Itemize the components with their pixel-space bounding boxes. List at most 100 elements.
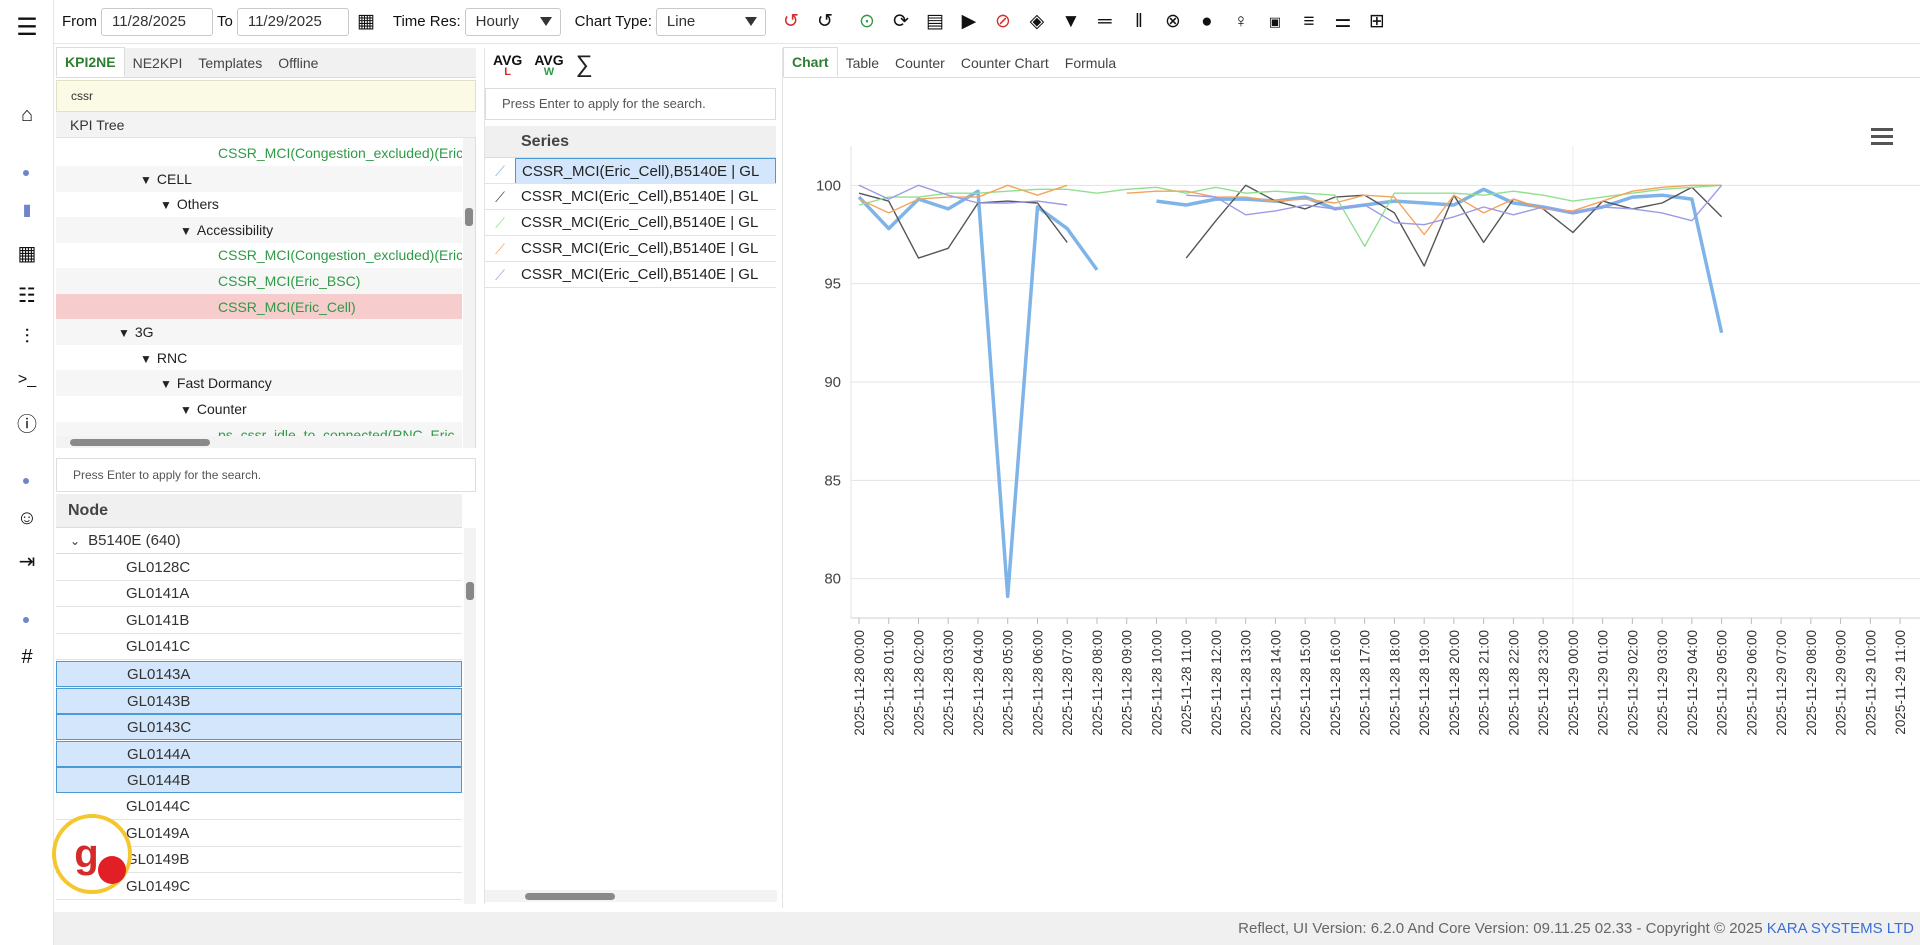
line-chart[interactable]: 80 85 90 95 100 2025-11-28 00:00 2025-11-28 01… <box>783 78 1920 908</box>
node-row[interactable]: GL0149B <box>56 847 462 874</box>
history-icon[interactable]: ↺ <box>816 11 833 32</box>
chart-type-select[interactable]: Line <box>655 7 766 36</box>
tree-scroll-thumb[interactable] <box>465 208 473 226</box>
sum-button[interactable]: ∑ <box>575 51 593 78</box>
align-icon[interactable]: ≡ <box>1303 10 1315 32</box>
kpi-search-input[interactable]: cssr <box>56 80 476 112</box>
tab-offline[interactable]: Offline <box>278 55 319 71</box>
series-line-5[interactable] <box>858 184 1723 226</box>
map-icon[interactable]: ▦ <box>17 242 37 265</box>
to-date-input[interactable]: 11/29/2025 <box>236 7 349 36</box>
tab-kpi2ne[interactable]: KPI2NE <box>56 47 125 77</box>
series-search-input[interactable]: Press Enter to apply for the search. <box>485 88 776 120</box>
tree-item[interactable]: CSSR_MCI(Congestion_excluded)(Eric <box>56 242 462 268</box>
node-row[interactable]: GL0149A <box>56 821 462 847</box>
tree-structure-icon[interactable]: ⊞ <box>1368 11 1385 32</box>
tab-chart[interactable]: Chart <box>783 47 838 77</box>
expand-triangle-icon[interactable]: ▼ <box>180 223 192 238</box>
chart-menu-icon[interactable] <box>1871 128 1893 131</box>
tree-item[interactable]: CSSR_MCI(Eric_BSC) <box>56 268 462 294</box>
avg-w-button[interactable]: AVG W <box>534 53 563 78</box>
tab-counter-chart[interactable]: Counter Chart <box>960 55 1049 71</box>
expand-triangle-icon[interactable]: ▼ <box>140 172 152 187</box>
node-row[interactable]: GL0143B <box>56 687 462 714</box>
map-pin-icon[interactable]: ● <box>1201 10 1213 32</box>
tree-item[interactable]: CSSR_MCI(Eric_Cell) <box>56 293 462 320</box>
hash-icon[interactable]: # <box>21 645 33 668</box>
series-row[interactable]: ⟋ CSSR_MCI(Eric_Cell),B5140E | GL <box>485 158 776 184</box>
series-horizontal-scrollbar[interactable] <box>485 890 777 902</box>
tree-horizontal-scrollbar[interactable] <box>56 436 462 448</box>
series-column-header[interactable]: Series <box>485 126 776 158</box>
play-circle-icon[interactable]: ⊙ <box>858 11 875 32</box>
list-icon[interactable]: ☷ <box>18 284 36 307</box>
tree-item[interactable]: ▼ CELL <box>56 165 462 192</box>
series-line-1[interactable] <box>857 187 1724 599</box>
node-search-input[interactable]: Press Enter to apply for the search. <box>56 458 476 492</box>
sliders-icon[interactable]: ⫶ <box>24 325 30 348</box>
tree-item[interactable]: ▼ Accessibility <box>56 216 462 243</box>
node-row[interactable]: GL0143C <box>56 714 462 741</box>
tab-templates[interactable]: Templates <box>198 55 263 71</box>
node-row[interactable]: GL0128C <box>56 555 462 581</box>
series-row[interactable]: ⟋ CSSR_MCI(Eric_Cell),B5140E | GL <box>485 210 776 236</box>
terminal-icon[interactable]: >_ <box>17 371 37 388</box>
settings-sliders-icon[interactable]: ⚌ <box>1334 11 1352 32</box>
assistant-badge[interactable]: g. <box>52 814 132 894</box>
node-row[interactable]: GL0141A <box>56 581 462 608</box>
pause-icon[interactable]: ‖ <box>1134 10 1143 32</box>
series-row[interactable]: ⟋ CSSR_MCI(Eric_Cell),B5140E | GL <box>485 262 776 288</box>
chart-menu-icon[interactable] <box>1871 142 1893 145</box>
tab-counter[interactable]: Counter <box>895 55 945 71</box>
brand-link[interactable]: KARA SYSTEMS LTD <box>1766 920 1914 937</box>
tree-item[interactable]: ▼ RNC <box>56 345 462 371</box>
stop-icon[interactable]: ⊘ <box>994 11 1011 32</box>
expand-triangle-icon[interactable]: ▼ <box>118 326 130 341</box>
node-row[interactable]: GL0149C <box>56 874 462 900</box>
node-scroll-thumb[interactable] <box>466 582 474 600</box>
bar-chart-icon[interactable]: ▮ <box>22 202 32 219</box>
from-date-input[interactable]: 11/28/2025 <box>101 7 213 36</box>
node-row[interactable]: GL0141C <box>56 634 462 661</box>
expand-triangle-icon[interactable]: ▼ <box>160 198 172 213</box>
expand-triangle-icon[interactable]: ▼ <box>160 377 172 392</box>
node-row[interactable]: GL0144B <box>56 767 462 794</box>
node-group-row[interactable]: ⌄ B5140E (640) <box>56 528 462 554</box>
tree-item[interactable]: ▼ 3G <box>56 319 462 346</box>
eraser-icon[interactable]: ◈ <box>1029 11 1045 32</box>
equals-icon[interactable]: ═ <box>1098 10 1112 32</box>
avg-l-button[interactable]: AVG L <box>493 53 522 78</box>
tree-item[interactable]: ▼ Counter <box>56 396 462 422</box>
expand-triangle-icon[interactable]: ▼ <box>180 403 192 417</box>
node-row[interactable]: GL0143A <box>56 661 462 687</box>
tab-formula[interactable]: Formula <box>1064 55 1117 71</box>
closed-caption-icon[interactable]: ▣ <box>1268 13 1282 29</box>
calendar-icon[interactable]: ▦ <box>356 11 375 32</box>
series-line-3[interactable] <box>858 184 1722 247</box>
chart-menu-icon[interactable] <box>1871 135 1893 138</box>
node-vertical-scrollbar[interactable] <box>464 528 476 904</box>
tab-ne2kpi[interactable]: NE2KPI <box>132 55 183 71</box>
tree-item[interactable]: ▼ Fast Dormancy <box>56 370 462 397</box>
tree-hscroll-thumb[interactable] <box>70 439 210 446</box>
series-row[interactable]: ⟋ CSSR_MCI(Eric_Cell),B5140E | GL <box>485 184 776 210</box>
history-red-icon[interactable]: ↺ <box>782 11 799 32</box>
series-row[interactable]: ⟋ CSSR_MCI(Eric_Cell),B5140E | GL <box>485 236 776 262</box>
node-column-header[interactable]: Node <box>56 494 462 528</box>
help-icon[interactable]: ⓘ <box>17 413 37 436</box>
play-icon[interactable]: ▶ <box>961 11 977 32</box>
home-icon[interactable]: ⌂ <box>20 103 34 126</box>
refresh-icon[interactable]: ⟳ <box>892 11 909 32</box>
pushpin-icon[interactable]: ♀ <box>1233 10 1249 32</box>
hamburger-menu-icon[interactable]: ☰ <box>16 13 38 41</box>
series-hscroll-thumb[interactable] <box>525 893 615 900</box>
tree-vertical-scrollbar[interactable] <box>463 138 475 448</box>
user-icon[interactable]: ☺ <box>16 506 38 529</box>
node-row[interactable]: GL0144A <box>56 740 462 767</box>
node-row[interactable]: GL0141B <box>56 608 462 634</box>
node-row[interactable]: GL0144C <box>56 794 462 820</box>
tab-table[interactable]: Table <box>845 55 880 71</box>
close-circle-icon[interactable]: ⊗ <box>1164 11 1181 32</box>
expand-triangle-icon[interactable]: ▼ <box>140 351 152 366</box>
tree-item[interactable]: CSSR_MCI(Congestion_excluded)(Eric <box>56 140 462 166</box>
